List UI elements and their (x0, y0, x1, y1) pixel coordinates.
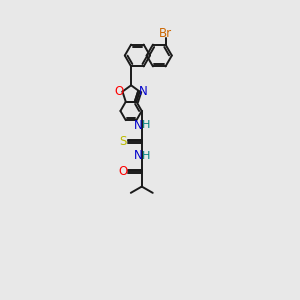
Text: O: O (115, 85, 124, 98)
Text: N: N (139, 85, 147, 98)
Text: Br: Br (159, 27, 172, 40)
Text: O: O (118, 165, 128, 178)
Text: H: H (142, 120, 150, 130)
Text: H: H (142, 151, 150, 161)
Text: S: S (119, 135, 127, 148)
Text: N: N (134, 149, 142, 162)
Text: N: N (134, 119, 142, 132)
